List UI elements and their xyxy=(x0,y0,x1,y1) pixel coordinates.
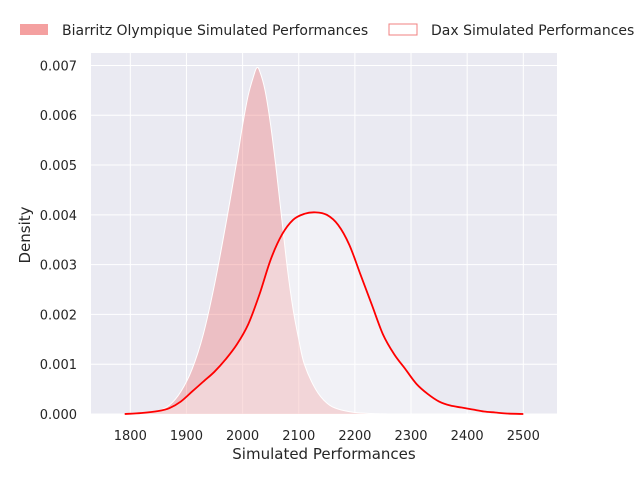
x-tick-label: 2100 xyxy=(282,429,315,444)
biarritz-density-area xyxy=(124,67,389,415)
y-tick-label: 0.003 xyxy=(40,259,77,274)
y-tick-label: 0.006 xyxy=(40,109,77,124)
grid xyxy=(91,53,557,415)
x-axis-title: Simulated Performances xyxy=(232,445,416,463)
x-tick-label: 2400 xyxy=(451,429,484,444)
x-tick-label: 2300 xyxy=(394,429,427,444)
x-tick-label: 2500 xyxy=(507,429,540,444)
legend-label-biarritz: Biarritz Olympique Simulated Performance… xyxy=(62,23,368,39)
biarritz-density-outline xyxy=(124,66,389,415)
dax-density-line xyxy=(124,211,524,415)
legend-swatch-dax xyxy=(388,23,418,36)
y-tick-label: 0.000 xyxy=(40,408,77,423)
y-tick-label: 0.004 xyxy=(40,209,77,224)
x-tick-label: 1800 xyxy=(114,429,147,444)
legend: Biarritz Olympique Simulated Performance… xyxy=(20,23,634,39)
x-tick-label: 2000 xyxy=(226,429,259,444)
dax-density-area xyxy=(124,212,524,414)
y-tick-labels: 0.000 0.001 0.002 0.003 0.004 0.005 0.006 0.007 xyxy=(40,59,77,423)
y-axis-title: Density xyxy=(16,206,34,263)
y-tick-label: 0.007 xyxy=(40,59,77,74)
legend-label-dax: Dax Simulated Performances xyxy=(431,23,634,39)
y-tick-label: 0.005 xyxy=(40,159,77,174)
plot-area xyxy=(91,53,557,414)
x-tick-labels: 1800 1900 2000 2100 2200 2300 2400 2500 xyxy=(114,429,540,444)
y-tick-label: 0.001 xyxy=(40,358,77,373)
x-tick-label: 2200 xyxy=(338,429,371,444)
legend-swatch-biarritz xyxy=(20,24,48,35)
series-layer xyxy=(124,66,524,415)
x-tick-label: 1900 xyxy=(170,429,203,444)
y-tick-label: 0.002 xyxy=(40,308,77,323)
